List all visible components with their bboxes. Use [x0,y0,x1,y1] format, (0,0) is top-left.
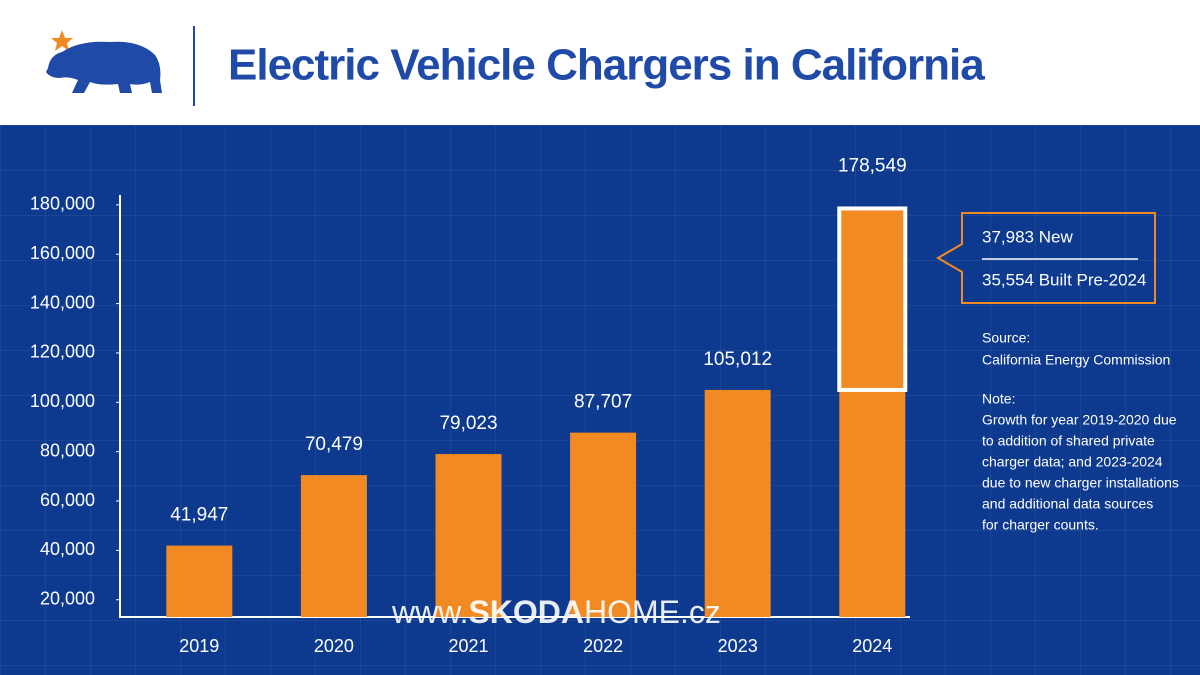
callout-label: 37,983 New [982,227,1073,246]
y-tick-label: 40,000 [40,539,95,559]
note-text: charger data; and 2023-2024 [982,454,1163,470]
x-tick-label: 2024 [852,636,892,656]
bar [166,545,233,617]
y-tick-label: 140,000 [30,292,95,312]
watermark-part: SKODA [468,594,584,630]
segment-outline [837,206,908,392]
chart-title: Electric Vehicle Chargers in California [228,41,985,90]
bar [570,432,637,617]
y-tick-label: 180,000 [30,194,95,214]
value-label: 41,947 [170,505,228,526]
bar [300,475,367,617]
y-tick-label: 160,000 [30,243,95,263]
callout-box [936,212,1156,304]
watermark-part: www. [391,594,468,630]
value-label: 105,012 [703,349,772,370]
y-tick-label: 80,000 [40,440,95,460]
callout-label: 35,554 Built Pre-2024 [982,270,1146,289]
source-text: Source: [982,330,1030,346]
bar-segment [839,208,906,303]
y-tick-label: 60,000 [40,490,95,510]
note-text: to addition of shared private [982,433,1155,449]
x-tick-label: 2019 [179,636,219,656]
x-tick-label: 2022 [583,636,623,656]
note-text: and additional data sources [982,496,1153,512]
value-label: 87,707 [574,392,632,413]
note-text: due to new charger installations [982,475,1179,491]
source-text: California Energy Commission [982,352,1170,368]
y-tick-label: 100,000 [30,391,95,411]
value-label: 70,479 [305,434,363,455]
y-tick-label: 20,000 [40,588,95,608]
value-label: 178,549 [838,155,907,176]
bar-segment [839,302,906,390]
x-tick-label: 2020 [314,636,354,656]
value-label: 79,023 [439,413,497,434]
y-tick-label: 120,000 [30,342,95,362]
note-text: for charger counts. [982,517,1099,533]
note-text: Note: [982,391,1015,407]
x-tick-label: 2023 [718,636,758,656]
watermark-part: HOME.cz [584,594,721,630]
watermark: www.SKODAHOME.cz [391,594,721,630]
x-tick-label: 2021 [448,636,488,656]
note-text: Growth for year 2019-2020 due [982,412,1177,428]
bar [704,389,771,617]
bar [435,454,502,617]
logo [46,30,162,93]
